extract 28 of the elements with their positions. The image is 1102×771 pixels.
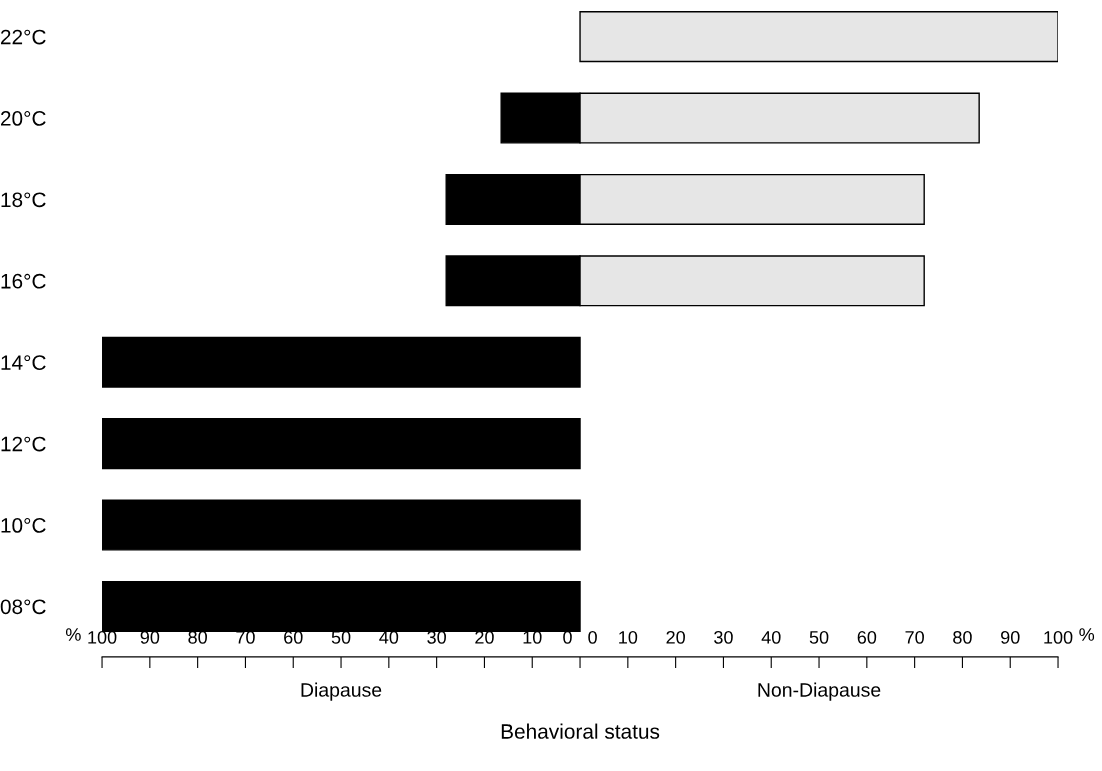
x-tick-label: 90	[1001, 630, 1020, 644]
x-tick-label: 100	[1044, 630, 1073, 644]
text: Non-Diapause	[758, 682, 881, 701]
y-tick-label: 14°C	[1, 355, 46, 370]
x-tick-label: 80	[953, 630, 972, 644]
x-axis-title: Behavioral status	[501, 723, 660, 739]
y-tick-label: 16°C	[1, 273, 46, 289]
y-tick-label: 20°C	[0, 111, 46, 126]
y-tick-label: 22°C	[0, 29, 46, 45]
text: %	[1079, 628, 1095, 641]
y-tick-label: 10°C	[1, 518, 46, 533]
bar	[102, 499, 581, 551]
bar	[579, 11, 1059, 63]
x-tick-label: 30	[714, 630, 733, 644]
text: %	[65, 628, 81, 641]
bar	[102, 336, 581, 388]
y-tick-label: 08°C	[0, 599, 46, 615]
x-tick-label: 50	[809, 630, 829, 644]
x-tick-label: 70	[905, 630, 924, 644]
x-tick-label: 40	[761, 630, 781, 644]
bar	[102, 418, 581, 470]
x-tick-label: 20	[666, 630, 685, 644]
x-tick-label: 60	[857, 630, 877, 644]
bar	[102, 580, 581, 632]
x-tick-label: 10	[619, 630, 638, 644]
y-tick-label: 12°C	[1, 436, 46, 452]
text: Diapause	[301, 682, 382, 701]
y-tick-label: 18°C	[1, 192, 46, 208]
